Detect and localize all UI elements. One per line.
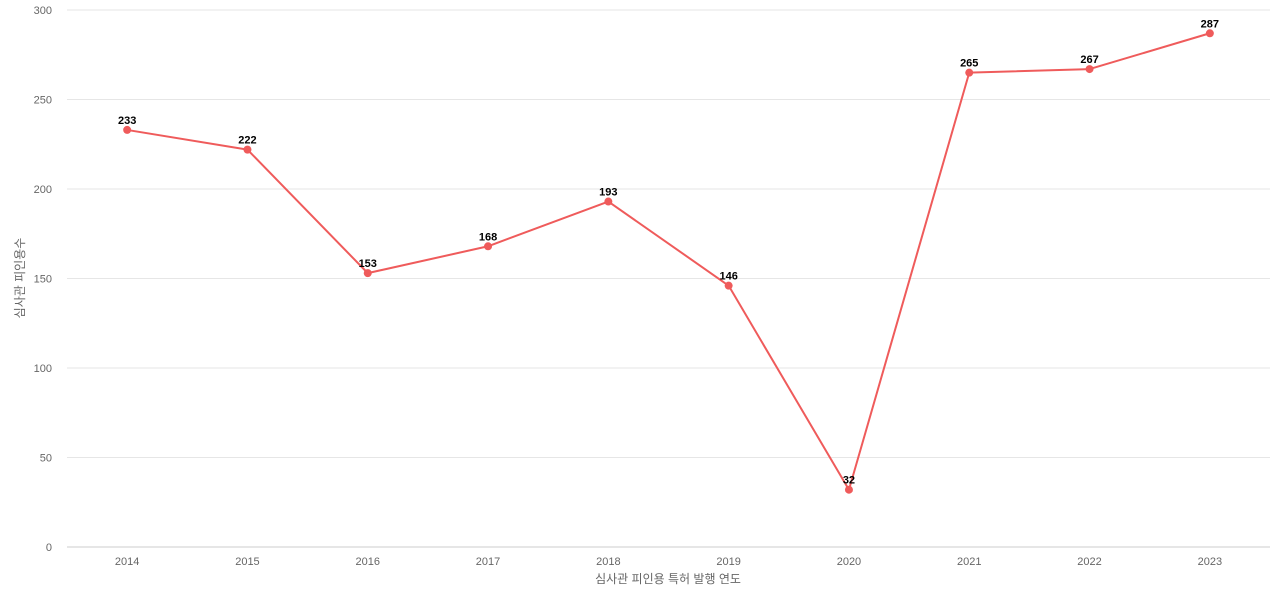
series-line: [126, 32, 1211, 491]
x-tick-label: 2018: [596, 556, 620, 568]
x-tick-label: 2017: [476, 556, 500, 568]
data-point-2014[interactable]: [123, 125, 132, 134]
x-tick-label: 2015: [235, 556, 259, 568]
data-point-2015[interactable]: [243, 145, 252, 154]
data-point-2021[interactable]: [965, 68, 974, 77]
x-axis-ticks: 2014 2015 2016 2017 2018 2019 2020 2021 2022 2023: [115, 556, 1222, 568]
y-tick-label: 50: [40, 453, 52, 465]
data-label-2018: 193: [599, 187, 617, 199]
data-label-2016: 153: [359, 258, 377, 270]
data-point-2017[interactable]: [484, 242, 493, 251]
x-tick-label: 2019: [716, 556, 740, 568]
data-point-2019[interactable]: [724, 281, 733, 290]
data-point-2018[interactable]: [604, 197, 613, 206]
series-layer: [123, 29, 1214, 494]
data-label-2019: 146: [719, 271, 737, 283]
data-label-2020: 32: [843, 475, 855, 487]
data-point-2020[interactable]: [844, 485, 853, 494]
y-tick-label: 0: [46, 542, 52, 554]
x-tick-label: 2016: [356, 556, 380, 568]
data-label-layer: 233 222 153 168 193 146 32 265 267 287: [118, 18, 1219, 486]
x-axis-title: 심사관 피인용 특허 발행 연도: [595, 571, 741, 586]
data-label-2023: 287: [1201, 18, 1219, 30]
grid-layer: [67, 9, 1270, 548]
x-tick-label: 2022: [1077, 556, 1101, 568]
x-tick-label: 2023: [1198, 556, 1222, 568]
y-tick-label: 200: [34, 184, 52, 196]
y-tick-label: 150: [34, 274, 52, 286]
y-tick-label: 100: [34, 363, 52, 375]
data-point-2016[interactable]: [363, 269, 372, 278]
data-point-2023[interactable]: [1205, 29, 1214, 38]
y-tick-label: 300: [34, 5, 52, 17]
x-tick-label: 2020: [837, 556, 861, 568]
x-tick-label: 2014: [115, 556, 139, 568]
data-label-2017: 168: [479, 231, 497, 243]
data-label-2022: 267: [1080, 54, 1098, 66]
y-axis-ticks: 0 50 100 150 200 250 300: [34, 5, 52, 554]
data-point-2022[interactable]: [1085, 65, 1094, 74]
data-label-2015: 222: [238, 135, 256, 147]
y-tick-label: 250: [34, 95, 52, 107]
y-axis-title: 심사관 피인용수: [13, 238, 27, 319]
x-tick-label: 2021: [957, 556, 981, 568]
data-label-2021: 265: [960, 58, 978, 70]
data-label-2014: 233: [118, 115, 136, 127]
